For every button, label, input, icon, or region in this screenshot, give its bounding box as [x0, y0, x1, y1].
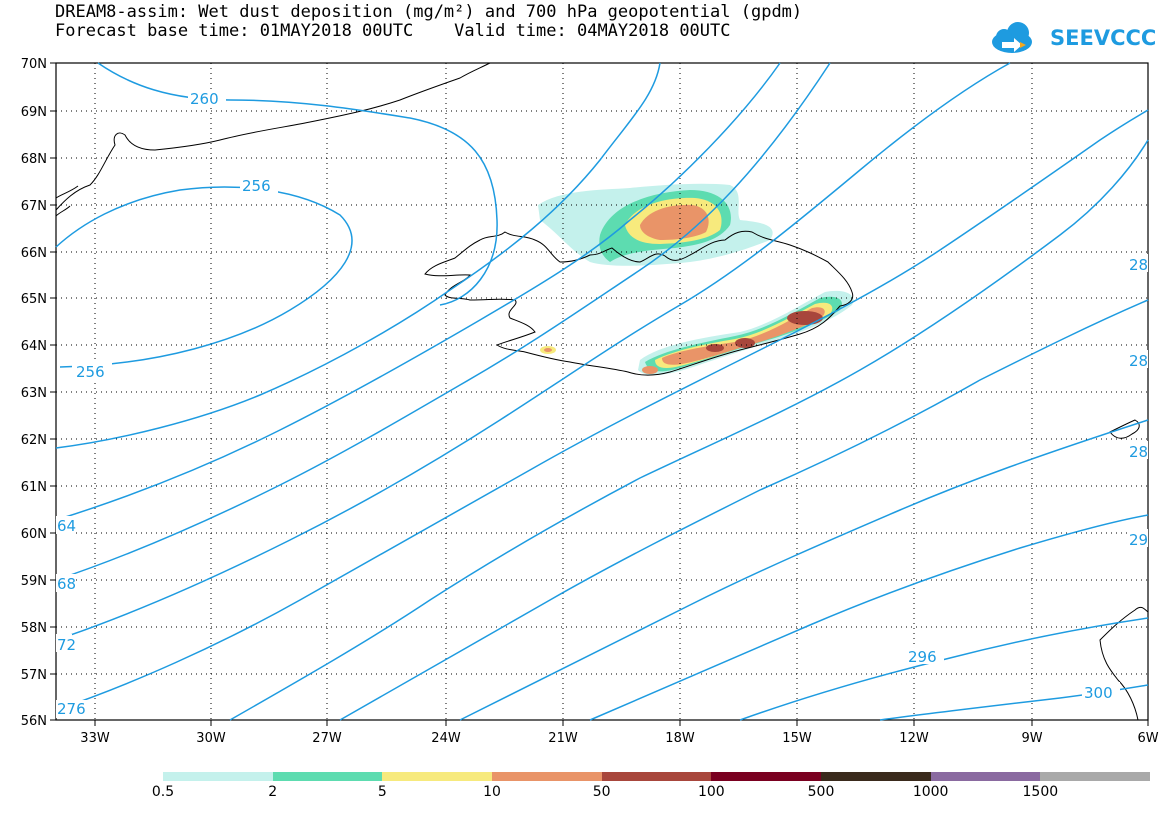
- lat-label: 70N: [21, 57, 47, 72]
- legend-swatch: [821, 772, 931, 781]
- lat-label: 69N: [21, 105, 47, 120]
- contour-label-300: 300: [1084, 684, 1113, 702]
- axis-ticks: [50, 62, 1149, 726]
- contour-labels: 260 256 256 64 68 72 276 296 300 28 28 2…: [56, 89, 1148, 718]
- lat-label: 64N: [21, 339, 47, 354]
- geopotential-contours: [55, 62, 1149, 721]
- contour-label-72: 72: [57, 636, 76, 654]
- contour-label-29: 29: [1129, 531, 1148, 549]
- lat-label: 56N: [21, 714, 47, 729]
- lat-label: 65N: [21, 292, 47, 307]
- legend-swatch: [382, 772, 493, 781]
- contour-label-296: 296: [908, 648, 937, 666]
- lon-label: 21W: [548, 731, 578, 746]
- lat-label: 67N: [21, 199, 47, 214]
- contour-label-28-b: 28: [1129, 352, 1148, 370]
- seevccc-logo: [992, 22, 1032, 53]
- gridlines: [56, 63, 1148, 720]
- legend-swatch: [711, 772, 822, 781]
- color-legend: [163, 772, 1151, 781]
- legend-tick-label: 500: [807, 784, 835, 800]
- dust-deposition-fields: [538, 183, 854, 376]
- lon-label: 15W: [782, 731, 812, 746]
- lat-label: 58N: [21, 621, 47, 636]
- legend-tick-label: 100: [697, 784, 725, 800]
- latitude-labels: 70N 69N 68N 67N 66N 65N 64N 63N 62N 61N …: [21, 57, 47, 729]
- cloud-icon: [992, 22, 1032, 53]
- contour-label-28-c: 28: [1129, 443, 1148, 461]
- lat-label: 66N: [21, 246, 47, 261]
- lon-label: 6W: [1137, 731, 1158, 746]
- legend-swatch: [1040, 772, 1151, 781]
- lat-label: 62N: [21, 433, 47, 448]
- map-title: DREAM8-assim: Wet dust deposition (mg/m²…: [55, 2, 803, 22]
- contour-label-256-left: 256: [76, 363, 105, 381]
- legend-tick-label: 50: [592, 784, 611, 800]
- lon-label: 33W: [80, 731, 110, 746]
- legend-tick-label: 1000: [912, 784, 949, 800]
- lon-label: 24W: [431, 731, 461, 746]
- legend-tick-label: 1500: [1022, 784, 1059, 800]
- lat-label: 68N: [21, 152, 47, 167]
- forecast-times: Forecast base time: 01MAY2018 00UTC Vali…: [55, 21, 731, 41]
- legend-swatch: [601, 772, 712, 781]
- logo-text: SEEVCCC: [1050, 26, 1157, 50]
- lat-label: 59N: [21, 574, 47, 589]
- lon-label: 9W: [1021, 731, 1042, 746]
- lat-label: 57N: [21, 668, 47, 683]
- lon-label: 27W: [312, 731, 342, 746]
- contour-label-28-a: 28: [1129, 256, 1148, 274]
- contour-label-64: 64: [57, 517, 76, 535]
- lat-label: 63N: [21, 386, 47, 401]
- legend-tick-label: 0.5: [151, 784, 175, 800]
- contour-label-68: 68: [57, 575, 76, 593]
- legend-swatch: [492, 772, 602, 781]
- lon-label: 12W: [899, 731, 929, 746]
- legend-tick-label: 5: [377, 784, 387, 800]
- legend-tick-label: 10: [483, 784, 501, 800]
- longitude-labels: 33W 30W 27W 24W 21W 18W 15W 12W 9W 6W: [80, 731, 1158, 746]
- contour-label-256-top: 256: [242, 177, 271, 195]
- legend-tick-label: 2: [268, 784, 278, 800]
- lon-label: 18W: [665, 731, 695, 746]
- lat-label: 61N: [21, 480, 47, 495]
- lat-label: 60N: [21, 527, 47, 542]
- contour-label-276: 276: [57, 700, 86, 718]
- legend-swatch: [272, 772, 383, 781]
- legend-swatch: [163, 772, 273, 781]
- contour-label-260: 260: [190, 90, 219, 108]
- legend-swatch: [930, 772, 1041, 781]
- lon-label: 30W: [196, 731, 226, 746]
